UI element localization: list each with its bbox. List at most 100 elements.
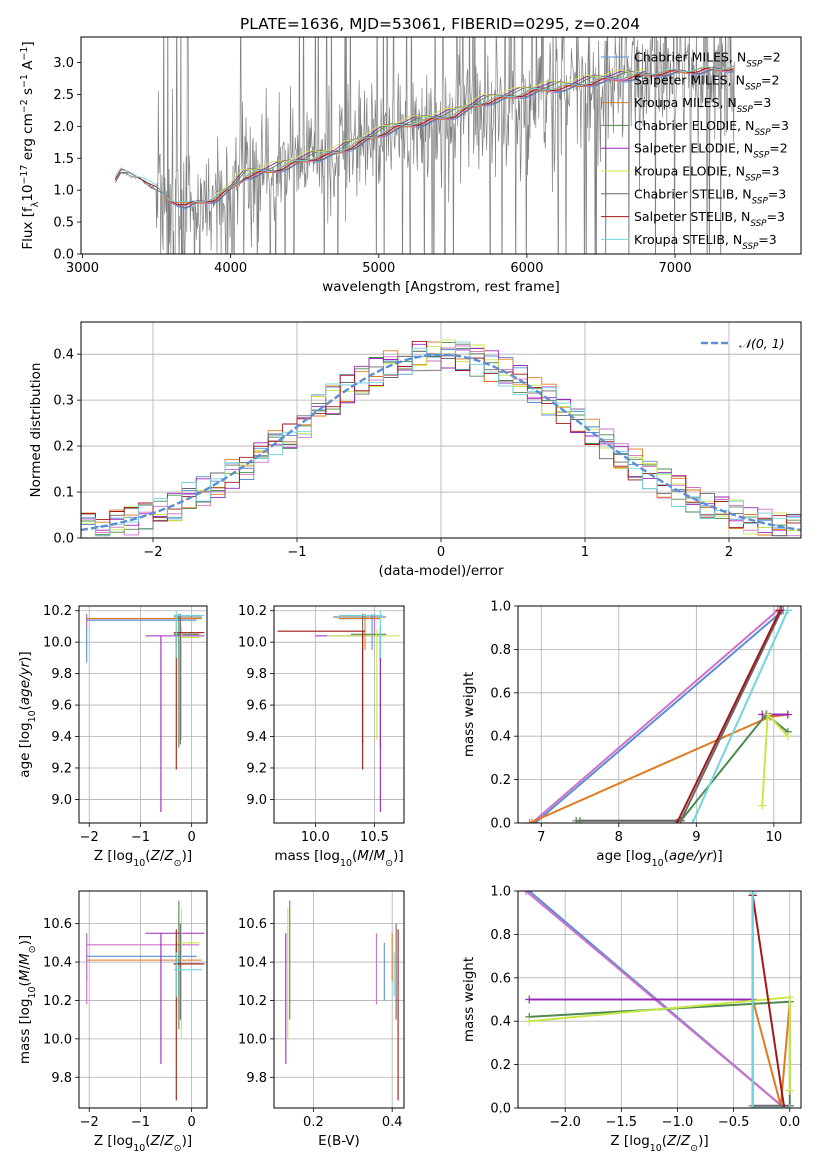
model-line-salpeter-stelib [114,67,734,206]
y-tick-label: 9.4 [51,730,72,745]
y-tick-label: 10.0 [43,1032,72,1047]
point-salpeter-stelib [277,630,365,770]
model-line-kroupa-stelib [114,64,734,203]
y-axis-label: mass weight [461,672,477,757]
marker-plus [763,710,772,719]
legend-entry: Salpeter STELIB, NSSP=3 [634,209,785,229]
panel-residual-histogram: −2 −1 0 1 2 0.0 0.1 0.2 0.3 0.4 (data-model)/error… [28,321,802,579]
plot-area [274,891,404,1108]
panel-age-vs-Z: −2 −1 0 9.0 9.2 9.4 9.6 9.8 10.0 10.2 Z [log10(Z/Z… [17,604,208,869]
y-tick-label: 0.8 [490,643,511,658]
x-axis-label: wavelength [Angstrom, rest frame] [322,279,560,295]
y-axis-label: mass weight [461,957,477,1042]
x-axis-label: Z [log10(Z/Z⊙)] [610,1133,708,1154]
point-chabrier-stelib [333,613,387,745]
axes-frame [78,605,208,824]
marker-plus [785,1086,794,1095]
model-line-salpeter-miles [163,68,735,206]
y-tick-label: 9.6 [51,699,72,714]
x-tick-label: 4000 [214,261,247,276]
x-tick-label: −0.5 [718,1115,750,1130]
marker-plus [785,1104,794,1108]
y-tick-label: 0.4 [53,348,74,363]
point-kroupa-stelib [339,610,383,658]
x-tick-label: −1.5 [606,1115,638,1130]
y-tick-label: 1.5 [53,152,74,167]
axes-frame [273,890,405,1109]
series-chabrier-miles [534,609,784,823]
series-kroupa-stelib [751,893,790,1108]
y-tick-label: 0.3 [53,394,74,409]
marker-plus [783,606,792,615]
plot-area [81,322,801,538]
marker-plus [576,816,585,823]
point-chabrier-elodie [350,626,387,748]
axes-frame [273,605,405,824]
y-tick-label: 0.6 [490,686,511,701]
y-tick-label: 9.2 [246,761,267,776]
y-tick-label: 0.4 [490,730,511,745]
marker-plus [525,1017,534,1026]
x-tick-label: 6000 [510,261,543,276]
marker-plus [780,1104,789,1108]
y-tick-label: 9.8 [51,667,72,682]
x-tick-label: 0 [187,830,195,845]
point-chabrier-stelib [173,613,202,745]
data-spectrum-line [115,37,735,254]
y-tick-label: 0.0 [53,532,74,547]
plot-area [79,891,207,1108]
y-tick-label: 10.0 [43,636,72,651]
x-tick-label: 10.0 [301,830,330,845]
marker-plus [688,819,697,823]
point-kroupa-elodie [176,626,200,740]
point-salpeter-miles [86,933,200,1005]
point-kroupa-miles [86,613,202,651]
legend-entry: Salpeter ELODIE, NSSP=2 [634,141,788,161]
y-tick-label: 10.2 [43,604,72,619]
panel-mass-weight-vs-Z: −2.0 −1.5 −1.0 −0.5 0.0 0.0 0.2 0.4 0.6 0.8 1.0 Z [… [461,885,802,1154]
y-tick-label: 10.2 [238,994,267,1009]
axes-frame [517,605,802,824]
y-tick-label: 3.0 [53,56,74,71]
x-axis-label: Z [log10(Z/Z⊙)] [94,848,192,869]
y-tick-label: 10.2 [43,994,72,1009]
plot-area [79,606,207,823]
y-axis-label: Flux [fλ10−17 erg cm−2 s−1 A−1] [19,41,41,249]
y-tick-label: 9.8 [51,1071,72,1086]
y-tick-label: 0.8 [490,928,511,943]
panel-mass-weight-vs-age: 7 8 9 10 0.0 0.2 0.4 0.6 0.8 1.0 age [log10(age/yr… [461,600,802,869]
y-tick-label: 0.2 [490,773,511,788]
y-tick-label: 9.6 [246,699,267,714]
y-tick-label: 2.5 [53,88,74,103]
y-axis-label: mass [log10(M/M⊙)] [17,935,38,1064]
x-tick-label: −1 [131,830,150,845]
x-tick-label: 7 [537,830,545,845]
x-axis-label: E(B-V) [318,1133,360,1149]
marker-plus [776,606,785,615]
marker-plus [525,819,534,823]
y-tick-label: 0.0 [53,248,74,263]
marker-plus [783,710,792,719]
y-tick-label: 9.8 [246,667,267,682]
normal-curve [81,353,801,532]
series-kroupa-elodie [529,996,791,1091]
axes-frame [80,36,802,255]
point-kroupa-elodie [176,908,200,1039]
panel-mass-vs-EBV: 0.2 0.4 9.8 10.0 10.2 10.4 10.6 E(B-V) [238,890,405,1149]
legend-entry: 𝒩(0, 1) [739,336,785,351]
x-tick-label: −2 [80,1115,99,1130]
marker-plus [748,1104,757,1108]
point-kroupa-miles [339,613,381,651]
y-tick-label: 9.2 [51,761,72,776]
x-axis-label: (data-model)/error [378,563,504,579]
x-tick-label: −1.0 [662,1115,694,1130]
axes-frame [517,890,802,1109]
x-tick-label: −1 [287,545,306,560]
point-chabrier-elodie [173,613,200,748]
point-kroupa-miles [86,942,202,972]
y-axis-label: Normed distribution [28,363,44,498]
y-tick-label: 10.6 [43,917,72,932]
plot-area [274,606,404,823]
